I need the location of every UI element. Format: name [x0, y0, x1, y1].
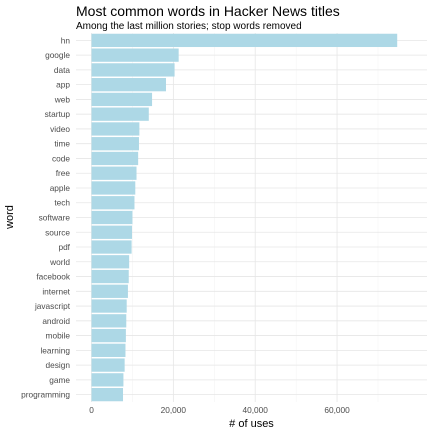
bar-data [91, 63, 175, 77]
bar-code [91, 151, 139, 166]
y-tick-label-internet: internet [42, 286, 70, 296]
chart-subtitle: Among the last million stories; stop wor… [76, 21, 302, 32]
y-tick-label-facebook: facebook [36, 272, 71, 282]
y-tick-label-game: game [49, 375, 70, 385]
bar-web [91, 92, 153, 107]
bar-learning [91, 343, 126, 357]
y-tick-label-android: android [42, 316, 70, 326]
y-tick-label-world: world [49, 257, 70, 267]
y-tick-label-design: design [46, 360, 71, 370]
bar-startup [91, 107, 149, 121]
bar-internet [91, 284, 128, 298]
bar-android [91, 314, 127, 328]
x-tick-label: 40,000 [243, 405, 269, 415]
bar-apple [91, 181, 136, 195]
y-tick-label-web: web [54, 94, 71, 104]
bar-software [91, 210, 133, 225]
bar-layer [91, 33, 398, 402]
y-tick-label-pdf: pdf [58, 242, 70, 252]
bar-game [91, 373, 124, 387]
y-tick-label-google: google [45, 50, 70, 60]
bar-mobile [91, 328, 126, 343]
bar-pdf [91, 240, 132, 254]
bar-video [91, 122, 140, 136]
y-tick-label-app: app [56, 80, 70, 90]
y-tick-label-learning: learning [40, 345, 70, 355]
x-tick-label: 0 [89, 405, 94, 415]
y-tick-label-hn: hn [61, 35, 71, 45]
bar-hn [91, 33, 398, 48]
y-tick-label-apple: apple [50, 183, 71, 193]
y-tick-label-video: video [50, 124, 70, 134]
x-axis-title: # of uses [229, 418, 274, 430]
x-tick-label: 20,000 [161, 405, 187, 415]
x-tick-label: 60,000 [324, 405, 350, 415]
bar-design [91, 358, 125, 372]
y-tick-label-programming: programming [21, 390, 70, 400]
y-tick-label-mobile: mobile [46, 331, 71, 341]
y-tick-label-time: time [54, 139, 70, 149]
y-tick-label-source: source [45, 227, 70, 237]
y-axis-title: word [4, 205, 16, 230]
y-tick-labels: hn google data app web startup video time code fr… [21, 35, 71, 399]
bar-programming [91, 387, 124, 402]
y-tick-label-code: code [52, 153, 70, 163]
y-tick-label-tech: tech [54, 198, 70, 208]
bar-app [91, 78, 166, 92]
x-tick-labels: 0 20,000 40,000 60,000 [89, 405, 350, 415]
bar-free [91, 166, 137, 180]
y-tick-label-free: free [56, 168, 71, 178]
bar-facebook [91, 269, 129, 284]
bar-javascript [91, 299, 127, 313]
y-tick-label-data: data [54, 65, 71, 75]
bar-source [91, 225, 133, 239]
y-tick-label-software: software [39, 213, 71, 223]
chart-title: Most common words in Hacker News titles [76, 3, 340, 19]
bar-google [91, 48, 179, 62]
y-tick-label-javascript: javascript [34, 301, 71, 311]
y-tick-label-startup: startup [45, 109, 71, 119]
bar-world [91, 255, 130, 269]
bar-tech [91, 196, 135, 210]
bar-time [91, 137, 139, 151]
